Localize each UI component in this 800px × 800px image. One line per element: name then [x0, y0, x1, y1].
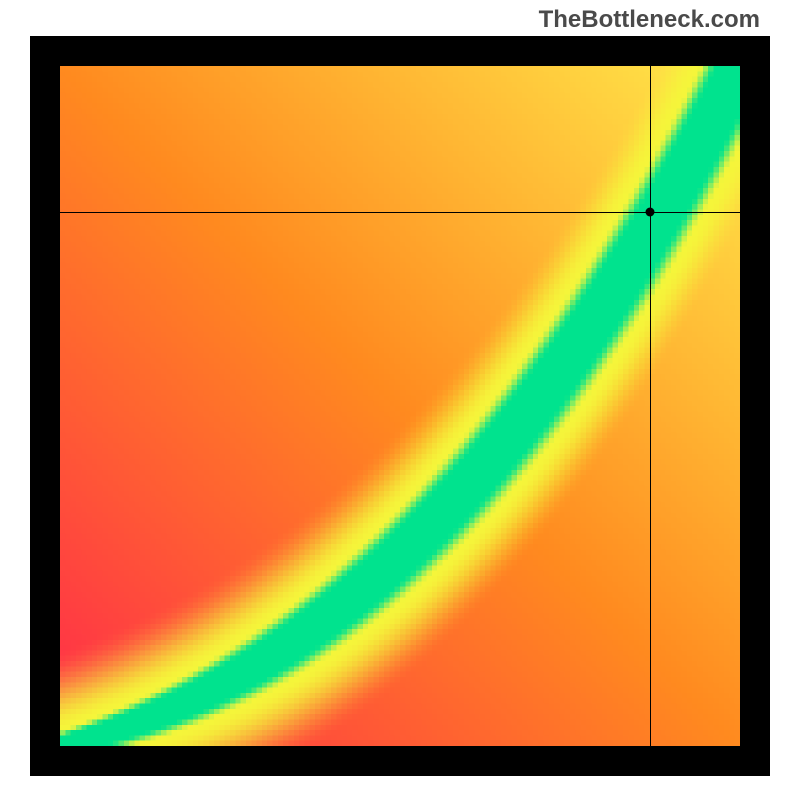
crosshair-horizontal	[60, 212, 740, 213]
bottleneck-heatmap	[60, 66, 740, 746]
watermark-text: TheBottleneck.com	[539, 6, 760, 34]
crosshair-marker	[646, 208, 655, 217]
crosshair-vertical	[650, 66, 651, 746]
